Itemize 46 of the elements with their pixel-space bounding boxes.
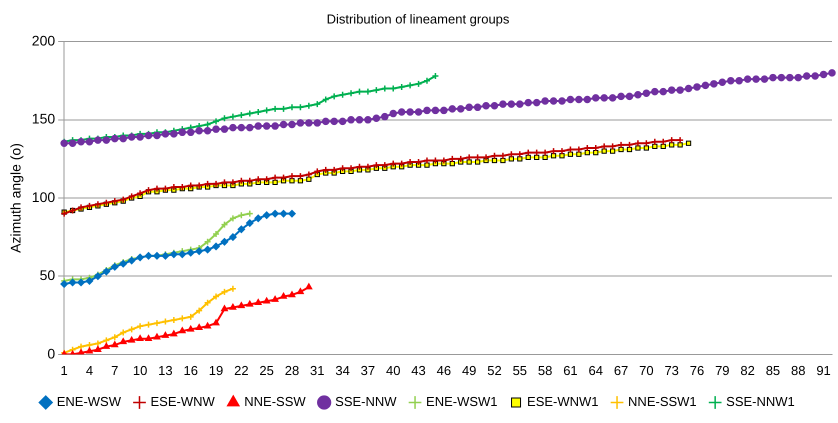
x-tick-label: 61 bbox=[563, 362, 578, 378]
x-tick-label: 19 bbox=[208, 362, 224, 378]
x-tick-label: 64 bbox=[588, 362, 603, 378]
x-tick-label: 46 bbox=[436, 362, 452, 378]
legend-label: SSE-NNW1 bbox=[726, 394, 795, 410]
x-tick-label: 43 bbox=[411, 362, 426, 378]
legend-label: NNE-SSW1 bbox=[628, 394, 697, 410]
legend-label: SSE-NNW bbox=[335, 394, 398, 410]
chart-title: Distribution of lineament groups bbox=[326, 11, 510, 26]
legend-label: ESE-WNW bbox=[150, 394, 216, 410]
x-tick-label: 13 bbox=[158, 362, 173, 378]
x-tick-label: 31 bbox=[310, 362, 325, 378]
y-tick-label: 0 bbox=[47, 345, 56, 362]
x-tick-label: 76 bbox=[690, 362, 704, 378]
x-tick-label: 40 bbox=[386, 362, 400, 378]
x-tick-label: 4 bbox=[86, 362, 94, 378]
x-tick-label: 49 bbox=[462, 362, 476, 378]
x-tick-label: 58 bbox=[538, 362, 552, 378]
x-tick-label: 37 bbox=[360, 362, 376, 378]
legend-label: ESE-WNW1 bbox=[527, 394, 599, 410]
x-tick-label: 70 bbox=[639, 362, 654, 378]
x-tick-label: 34 bbox=[335, 362, 350, 378]
legend-label: NNE-SSW bbox=[244, 394, 306, 410]
y-tick-label: 50 bbox=[40, 267, 56, 284]
y-tick-label: 150 bbox=[32, 110, 56, 127]
x-tick-label: 25 bbox=[259, 362, 274, 378]
y-axis-title: Azimuth angle (o) bbox=[7, 143, 24, 253]
x-tick-label: 82 bbox=[740, 362, 755, 378]
legend-label: ENE-WSW bbox=[56, 394, 122, 410]
x-tick-label: 1 bbox=[60, 362, 68, 378]
x-tick-label: 7 bbox=[111, 362, 118, 378]
x-tick-label: 55 bbox=[512, 362, 528, 378]
x-tick-label: 22 bbox=[234, 362, 249, 378]
x-tick-label: 16 bbox=[183, 362, 198, 378]
x-tick-label: 88 bbox=[791, 362, 806, 378]
x-tick-label: 10 bbox=[132, 362, 148, 378]
x-tick-label: 28 bbox=[284, 362, 300, 378]
x-tick-label: 52 bbox=[487, 362, 502, 378]
x-tick-label: 79 bbox=[715, 362, 730, 378]
y-tick-label: 100 bbox=[32, 188, 56, 205]
x-tick-label: 67 bbox=[614, 362, 628, 378]
x-tick-label: 91 bbox=[816, 362, 831, 378]
y-tick-label: 200 bbox=[32, 32, 56, 48]
x-tick-label: 73 bbox=[664, 362, 679, 378]
legend-label: ENE-WSW1 bbox=[426, 394, 498, 410]
x-tick-label: 85 bbox=[766, 362, 780, 378]
